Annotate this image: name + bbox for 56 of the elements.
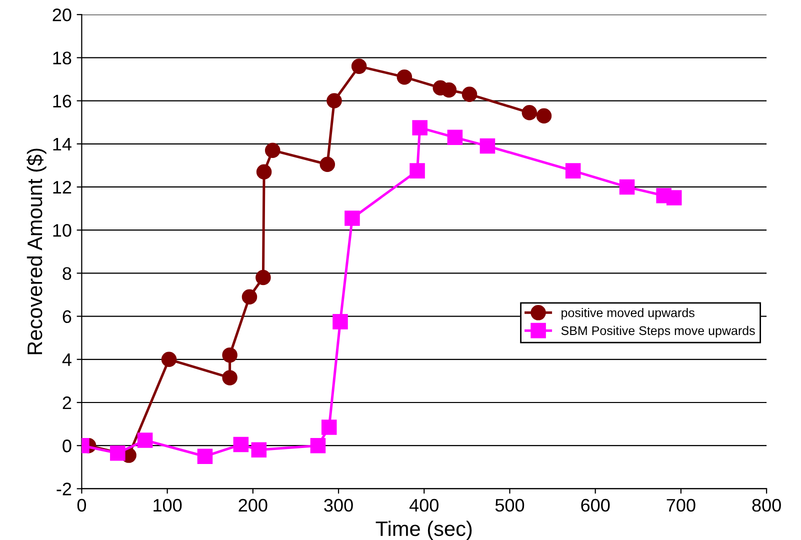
point xyxy=(222,370,238,386)
y-tick-label: 10 xyxy=(53,224,72,237)
x-tick-label: 400 xyxy=(409,498,438,512)
x-tick-label: 500 xyxy=(495,498,524,512)
point xyxy=(222,347,238,363)
y-axis-title: Recovered Amount ($) xyxy=(26,148,46,354)
y-tick-label: 0 xyxy=(62,440,72,452)
point xyxy=(242,289,258,305)
point xyxy=(536,108,552,124)
point xyxy=(351,58,367,74)
point xyxy=(344,210,360,226)
point xyxy=(412,120,428,136)
y-tick-label: 2 xyxy=(62,396,72,410)
point xyxy=(462,86,478,102)
point xyxy=(161,352,177,368)
y-tick-label: 18 xyxy=(53,52,72,64)
point xyxy=(320,156,336,172)
y-tick-label: 20 xyxy=(52,8,72,22)
x-tick-label: 200 xyxy=(238,498,268,512)
x-tick-label: 100 xyxy=(154,498,182,512)
point xyxy=(256,270,271,286)
point xyxy=(264,142,280,158)
point xyxy=(110,446,126,461)
point xyxy=(522,104,538,120)
point xyxy=(396,69,412,85)
x-tick-label: 0 xyxy=(77,498,86,512)
point xyxy=(480,138,496,154)
point xyxy=(233,436,249,452)
legend-label: SBM Positive Steps move upwards xyxy=(561,326,755,338)
legend-label: positive moved upwards xyxy=(562,308,694,320)
x-axis-title: Time (sec) xyxy=(376,520,472,540)
x-tick-label: 600 xyxy=(581,498,610,512)
point xyxy=(321,420,337,435)
point xyxy=(251,442,267,458)
y-tick-label: 8 xyxy=(62,267,72,280)
y-tick-label: 16 xyxy=(53,94,72,108)
point xyxy=(565,163,581,178)
y-tick-label: 12 xyxy=(53,180,72,194)
point xyxy=(256,164,272,180)
point xyxy=(332,314,348,330)
point xyxy=(619,179,635,195)
x-tick-label: 300 xyxy=(324,498,353,512)
point xyxy=(666,190,682,206)
y-tick-label: 14 xyxy=(53,138,72,150)
point xyxy=(441,82,457,98)
point xyxy=(326,93,342,108)
point xyxy=(197,448,213,464)
point xyxy=(447,130,463,146)
point xyxy=(310,438,326,454)
point xyxy=(410,163,425,178)
y-tick-label: -2 xyxy=(56,482,72,496)
point xyxy=(137,432,153,448)
y-tick-label: 4 xyxy=(62,354,72,366)
y-tick-label: 6 xyxy=(62,310,72,324)
x-tick-label: 700 xyxy=(666,498,696,512)
x-tick-label: 800 xyxy=(752,498,781,512)
